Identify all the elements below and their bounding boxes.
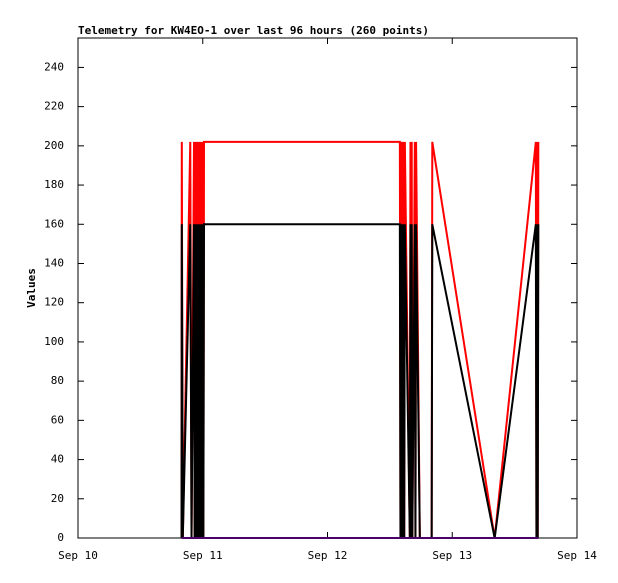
y-tick-label: 60 <box>51 413 64 426</box>
x-tick-label: Sep 13 <box>432 549 472 562</box>
chart-title: Telemetry for KW4EO-1 over last 96 hours… <box>78 24 429 37</box>
y-tick-label: 200 <box>44 139 64 152</box>
y-tick-label: 0 <box>57 531 64 544</box>
y-tick-label: 40 <box>51 453 64 466</box>
y-tick-label: 20 <box>51 492 64 505</box>
y-tick-label: 80 <box>51 374 64 387</box>
x-tick-label: Sep 10 <box>58 549 98 562</box>
y-tick-label: 180 <box>44 178 64 191</box>
y-axis-label: Values <box>25 268 38 308</box>
x-tick-label: Sep 11 <box>183 549 223 562</box>
y-tick-label: 220 <box>44 100 64 113</box>
y-tick-label: 240 <box>44 60 64 73</box>
y-tick-label: 100 <box>44 335 64 348</box>
y-tick-label: 140 <box>44 256 64 269</box>
plot-frame <box>77 37 578 539</box>
y-tick-label: 120 <box>44 296 64 309</box>
x-tick-label: Sep 12 <box>308 549 348 562</box>
x-tick-label: Sep 14 <box>557 549 597 562</box>
y-tick-label: 160 <box>44 217 64 230</box>
